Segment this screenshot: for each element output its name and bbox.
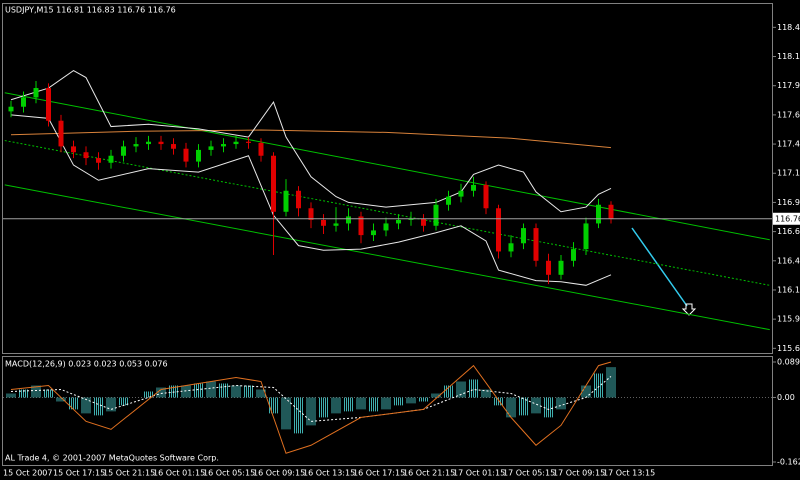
candle-body <box>383 223 389 231</box>
arrow-head <box>681 303 697 316</box>
candle-body <box>83 152 89 159</box>
candle-body <box>483 184 489 209</box>
x-tick-label: 16 Oct 01:15 <box>153 469 205 478</box>
price-label-box <box>773 212 800 225</box>
candle-body <box>58 120 64 147</box>
candle-body <box>446 196 451 205</box>
candle-body <box>133 144 139 147</box>
overlay-line <box>4 184 770 331</box>
candle-body <box>233 141 239 145</box>
candle-body <box>96 158 101 163</box>
footer: AL Trade 4, © 2001-2007 MetaQuotes Softw… <box>5 454 219 463</box>
macd-line <box>10 375 612 422</box>
candle-body <box>583 223 589 250</box>
candle-body <box>308 208 314 220</box>
candle-body <box>158 141 164 145</box>
y-tick-label: 116.15 <box>777 285 800 294</box>
candle-body <box>196 149 201 162</box>
x-tick-label: 15 Oct 2007 <box>3 469 52 478</box>
candle-body <box>371 230 376 236</box>
candle-body <box>246 141 251 143</box>
candle-body <box>408 218 414 220</box>
macd-line <box>10 361 612 454</box>
candle-body <box>171 144 176 149</box>
y-tick-label: 115.65 <box>777 344 800 353</box>
candle-body <box>21 97 26 107</box>
candle-body <box>433 204 439 226</box>
candle-body <box>396 219 401 224</box>
y-tick-label: 117.15 <box>777 169 800 178</box>
candle-body <box>421 218 426 226</box>
candle-body <box>321 219 326 226</box>
x-tick-label: 17 Oct 05:15 <box>503 469 555 478</box>
y-tick-label: 116.90 <box>777 198 800 207</box>
candle-body <box>258 142 264 156</box>
candle-body <box>508 243 514 252</box>
y-tick-label: 117.90 <box>777 81 800 90</box>
x-tick-label: 17 Oct 09:15 <box>553 469 605 478</box>
price-label: 116.76 <box>775 214 800 223</box>
candle-body <box>533 228 539 261</box>
candle-body <box>221 144 226 147</box>
candle-body <box>33 88 39 98</box>
x-tick-label: 16 Oct 09:15 <box>253 469 305 478</box>
overlay-line <box>10 69 612 213</box>
candle-body <box>8 106 14 112</box>
candle-body <box>596 204 601 224</box>
candle-body <box>108 155 114 163</box>
macd-panel-frame <box>2 356 773 466</box>
macd-title: MACD(12,26,9) 0.023 0.023 0.053 0.076 <box>5 360 168 369</box>
candle-body <box>208 146 214 150</box>
main-panel-frame <box>2 3 773 354</box>
x-tick-label: 17 Oct 01:15 <box>453 469 505 478</box>
candle-body <box>71 146 76 153</box>
overlay-line <box>10 129 612 149</box>
x-tick-label: 17 Oct 13:15 <box>603 469 655 478</box>
candle-body <box>608 204 614 219</box>
candle-body <box>296 190 301 209</box>
candle-body <box>546 260 551 275</box>
candle-body <box>271 155 276 212</box>
y-tick-label: -0.162 <box>777 458 800 467</box>
x-tick-label: 16 Oct 17:15 <box>353 469 405 478</box>
y-tick-label: 116.40 <box>777 256 800 265</box>
symbol-header: USDJPY,M15 116.81 116.83 116.76 116.76 <box>5 6 176 15</box>
candle-body <box>346 216 351 224</box>
candle-body <box>571 249 576 261</box>
y-tick-label: 118.15 <box>777 52 800 61</box>
candle-body <box>558 260 564 275</box>
candle-body <box>471 184 476 191</box>
overlay-line <box>10 114 612 286</box>
y-tick-label: 115.90 <box>777 315 800 324</box>
candle-body <box>121 146 126 156</box>
y-tick-label: 118.40 <box>777 23 800 32</box>
x-tick-label: 16 Oct 05:15 <box>203 469 255 478</box>
y-tick-label: 0.00 <box>777 393 795 402</box>
candle-body <box>283 190 289 212</box>
overlay-line <box>4 92 770 241</box>
candle-body <box>46 88 51 121</box>
candle-body <box>333 223 339 226</box>
y-tick-label: 116.65 <box>777 227 800 236</box>
y-tick-label: 117.65 <box>777 110 800 119</box>
y-tick-label: 117.40 <box>777 140 800 149</box>
candle-body <box>183 148 189 162</box>
forecast-arrow <box>631 227 688 307</box>
x-tick-label: 16 Oct 21:15 <box>403 469 455 478</box>
x-tick-label: 15 Oct 21:15 <box>103 469 155 478</box>
candle-body <box>358 216 364 236</box>
overlay-line <box>4 140 770 286</box>
candle-body <box>146 141 151 145</box>
y-tick-label: 0.089 <box>777 358 800 367</box>
candle-body <box>458 190 464 197</box>
x-tick-label: 15 Oct 17:15 <box>53 469 105 478</box>
candle-body <box>521 228 526 244</box>
candle-body <box>496 208 501 252</box>
x-tick-label: 16 Oct 13:15 <box>303 469 355 478</box>
